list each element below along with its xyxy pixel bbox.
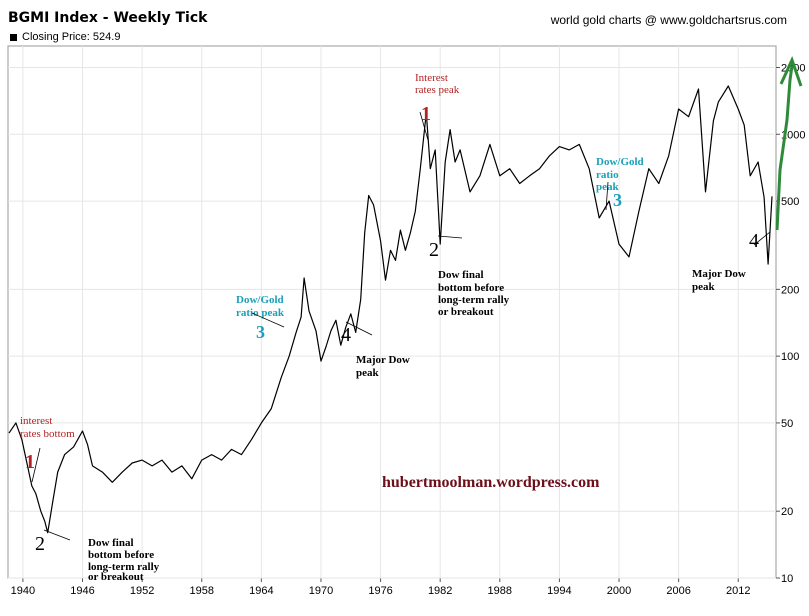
legend: Closing Price: 524.9 [10, 31, 120, 43]
projection-arrow-line [775, 65, 794, 231]
annotation-arrow [345, 321, 373, 336]
y-tick-label: 500 [781, 196, 799, 208]
annotation-label: Dow final [438, 269, 484, 281]
x-tick-label: 2000 [607, 585, 631, 597]
series-line [8, 85, 773, 534]
annotation-label: peak [692, 281, 716, 293]
y-tick-label: 20 [781, 506, 793, 518]
annotation-label: 1 [421, 103, 431, 125]
annotation-label: bottom before [88, 549, 154, 561]
annotation-label: long-term rally [438, 294, 510, 306]
annotation-label: or breakout [438, 306, 494, 318]
annotation-label: 3 [256, 322, 265, 342]
annotation-label: rates bottom [20, 428, 75, 440]
x-tick-label: 1940 [11, 585, 35, 597]
annotation-label: interest [20, 415, 52, 427]
y-tick-label: 50 [781, 418, 793, 430]
annotation-label: or breakout [88, 571, 144, 583]
x-tick-label: 1964 [249, 585, 273, 597]
annotation-arrow [437, 235, 463, 239]
projection-arrow-head [779, 55, 803, 87]
legend-label: Closing Price: 524.9 [22, 31, 121, 43]
watermark: hubertmoolman.wordpress.com [382, 474, 600, 491]
legend-swatch [10, 33, 17, 41]
x-tick-label: 1976 [368, 585, 392, 597]
annotation-arrow [419, 111, 429, 141]
annotation-arrow [251, 312, 285, 328]
annotation-arrow [43, 529, 71, 541]
annotation-label: rates peak [415, 84, 460, 96]
annotation-label: Major Dow [356, 354, 410, 366]
y-tick-label: 10 [781, 573, 793, 585]
chart-credit: world gold charts @ www.goldchartsrus.co… [550, 13, 787, 27]
annotation-label: 4 [749, 230, 759, 252]
annotation-label: long-term rally [88, 561, 160, 573]
y-tick-label: 100 [781, 351, 799, 363]
annotation-label: Dow/Gold [596, 156, 644, 168]
annotation-label: Major Dow [692, 268, 746, 280]
annotation-label: bottom before [438, 282, 504, 294]
annotation-label: 2 [35, 533, 45, 555]
x-tick-label: 1994 [547, 585, 571, 597]
y-tick-label: 200 [781, 284, 799, 296]
chart-title: BGMI Index - Weekly Tick [8, 10, 208, 26]
annotation-label: ratio peak [236, 307, 285, 319]
annotation-label: Dow/Gold [236, 294, 284, 306]
x-tick-label: 1958 [189, 585, 213, 597]
annotation-arrow [31, 447, 41, 483]
annotation-label: 2 [429, 239, 439, 261]
annotation-label: Dow final [88, 537, 134, 549]
x-tick-label: 1982 [428, 585, 452, 597]
x-tick-label: 2012 [726, 585, 750, 597]
annotation-label: Interest [415, 72, 448, 84]
x-tick-label: 2006 [666, 585, 690, 597]
annotation-label: 4 [341, 324, 351, 346]
annotation-arrow [753, 231, 771, 246]
x-tick-label: 1946 [70, 585, 94, 597]
annotation-label: peak [356, 367, 380, 379]
annotation-arrow [605, 181, 609, 211]
x-tick-label: 1970 [309, 585, 333, 597]
annotation-label: 3 [613, 190, 622, 210]
plot-frame [7, 45, 777, 579]
annotation-label: ratio [596, 169, 619, 181]
x-tick-label: 1988 [488, 585, 512, 597]
x-tick-label: 1952 [130, 585, 154, 597]
annotation-label: 1 [25, 451, 35, 473]
y-tick-label: 1000 [781, 129, 805, 141]
